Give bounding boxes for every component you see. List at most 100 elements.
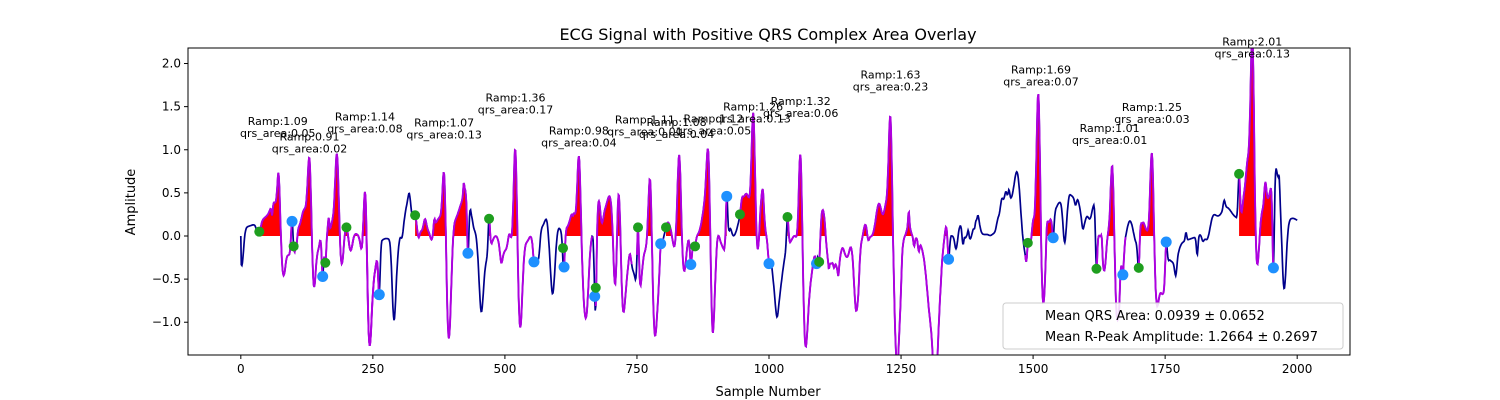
peak-annotation-qrs-area: qrs_area:0.05 <box>676 124 751 137</box>
x-axis: 0 250 500 750 1000 1250 1500 1750 2000 <box>237 355 1312 376</box>
qrs-offset-marker <box>373 289 385 301</box>
peak-annotation-qrs-area: qrs_area:0.13 <box>715 112 790 125</box>
qrs-onset-marker <box>690 241 701 252</box>
x-tick-label: 1250 <box>886 362 917 376</box>
qrs-segment-line <box>414 171 469 339</box>
qrs-onset-marker <box>590 282 601 293</box>
qrs-offset-marker <box>1160 236 1172 248</box>
y-tick-label: 0.0 <box>162 229 181 243</box>
qrs-area-fill <box>636 179 664 236</box>
peak-annotation-ramp: Ramp:1.26 <box>723 100 783 113</box>
qrs-offset-marker <box>528 256 540 268</box>
qrs-onset-marker <box>633 222 644 233</box>
chart-title: ECG Signal with Positive QRS Complex Are… <box>559 25 976 44</box>
peak-annotations: Ramp:1.09qrs_area:0.05Ramp:0.91qrs_area:… <box>240 36 1290 156</box>
qrs-segment-line <box>694 148 728 334</box>
qrs-onset-marker <box>1234 168 1245 179</box>
qrs-offset-marker <box>589 290 601 302</box>
qrs-offset-marker <box>1267 262 1279 274</box>
qrs-offset-marker <box>943 253 955 265</box>
legend-entry-mean-r-peak-amplitude: Mean R-Peak Amplitude: 1.2664 ± 0.2697 <box>1045 330 1318 345</box>
peak-annotation-ramp: Ramp:1.07 <box>414 117 474 130</box>
legend-box <box>1002 302 1344 350</box>
qrs-segment-line <box>1238 48 1275 268</box>
qrs-onset-marker <box>1091 263 1102 274</box>
qrs-offset-marker <box>763 258 775 270</box>
qrs-offset-marker <box>1117 269 1129 281</box>
qrs-onset-marker <box>254 226 265 237</box>
x-tick-label: 250 <box>361 362 384 376</box>
y-tick-label: 0.5 <box>162 186 181 200</box>
peak-annotation-qrs-area: qrs_area:0.05 <box>240 127 315 140</box>
y-tick-label: −1.0 <box>152 315 181 329</box>
qrs-onset-marker <box>484 213 495 224</box>
qrs-segment-line <box>258 172 294 278</box>
peak-annotation-qrs-area: qrs_area:0.13 <box>406 129 481 142</box>
y-axis: −1.0 −0.5 0.0 0.5 1.0 1.5 2.0 <box>152 57 188 329</box>
legend: Mean QRS Area: 0.0939 ± 0.0652 Mean R-Pe… <box>1002 302 1344 350</box>
qrs-segment-line <box>636 177 665 337</box>
peak-annotation-qrs-area: qrs_area:0.04 <box>541 136 616 149</box>
qrs-onset-marker <box>1022 237 1033 248</box>
qrs-onset-marker <box>320 257 331 268</box>
qrs-onset-marker <box>734 209 745 220</box>
peak-annotation-qrs-area: qrs_area:0.03 <box>1114 113 1189 126</box>
peak-annotation-ramp: Ramp:1.14 <box>335 111 395 124</box>
x-tick-label: 500 <box>493 362 516 376</box>
qrs-area-fill <box>666 155 693 236</box>
x-tick-label: 0 <box>237 362 245 376</box>
qrs-area-fill <box>293 158 323 236</box>
x-tick-label: 1000 <box>754 362 785 376</box>
peak-annotation-qrs-area: qrs_area:0.23 <box>853 80 928 93</box>
y-axis-label: Amplitude <box>124 169 139 236</box>
x-tick-label: 750 <box>626 362 649 376</box>
peak-annotation-ramp: Ramp:1.36 <box>485 92 545 105</box>
peak-annotation-qrs-area: qrs_area:0.17 <box>478 104 553 117</box>
qrs-onset-marker <box>782 212 793 223</box>
qrs-offset-marker <box>685 258 697 270</box>
peak-annotation-ramp: Ramp:1.12 <box>684 112 744 125</box>
peak-annotation-qrs-area: qrs_area:0.07 <box>1003 75 1078 88</box>
peak-annotation-qrs-area: qrs_area:0.01 <box>607 125 682 138</box>
qrs-segment-line <box>738 112 770 264</box>
peak-annotation-ramp: Ramp:1.63 <box>860 68 920 81</box>
x-tick-label: 1750 <box>1150 362 1181 376</box>
y-tick-label: 1.5 <box>162 100 181 114</box>
qrs-onset-marker <box>410 210 421 221</box>
qrs-offset-marker <box>1047 232 1059 244</box>
qrs-segments <box>258 48 1275 355</box>
qrs-area-fill <box>595 195 632 236</box>
x-axis-label: Sample Number <box>715 385 821 400</box>
peak-annotation-qrs-area: qrs_area:0.06 <box>763 107 838 120</box>
peak-annotation-ramp: Ramp:1.09 <box>248 115 308 128</box>
plot-area <box>239 48 1298 355</box>
peak-annotation-ramp: Ramp:1.32 <box>771 95 831 108</box>
qrs-offset-marker <box>286 215 298 227</box>
qrs-onset-marker <box>1133 262 1144 273</box>
peak-annotation-qrs-area: qrs_area:0.04 <box>639 128 714 141</box>
peak-annotation-qrs-area: qrs_area:0.08 <box>327 123 402 136</box>
qrs-markers <box>254 168 1279 302</box>
qrs-segment-line <box>1137 152 1168 309</box>
qrs-area-fill <box>415 172 468 236</box>
peak-annotation-qrs-area: qrs_area:0.01 <box>1072 134 1147 147</box>
qrs-segment-line <box>488 148 535 328</box>
y-tick-label: 1.0 <box>162 143 181 157</box>
qrs-onset-marker <box>814 256 825 267</box>
x-tick-label: 2000 <box>1282 362 1313 376</box>
peak-annotation-ramp: Ramp:2.01 <box>1222 36 1282 49</box>
qrs-onset-marker <box>558 243 569 254</box>
qrs-offset-marker <box>721 190 733 202</box>
y-tick-label: 2.0 <box>162 57 181 71</box>
peak-annotation-ramp: Ramp:0.91 <box>279 131 339 144</box>
qrs-area-fill <box>259 172 293 236</box>
peak-annotation-qrs-area: qrs_area:0.02 <box>272 143 347 156</box>
x-tick-label: 1500 <box>1018 362 1049 376</box>
qrs-segment-line <box>786 154 818 349</box>
qrs-onset-marker <box>661 222 672 233</box>
peak-annotation-ramp: Ramp:0.98 <box>549 124 609 137</box>
qrs-onset-marker <box>288 241 299 252</box>
qrs-segment-line <box>292 156 324 288</box>
peak-annotation-qrs-area: qrs_area:0.13 <box>1215 48 1290 61</box>
